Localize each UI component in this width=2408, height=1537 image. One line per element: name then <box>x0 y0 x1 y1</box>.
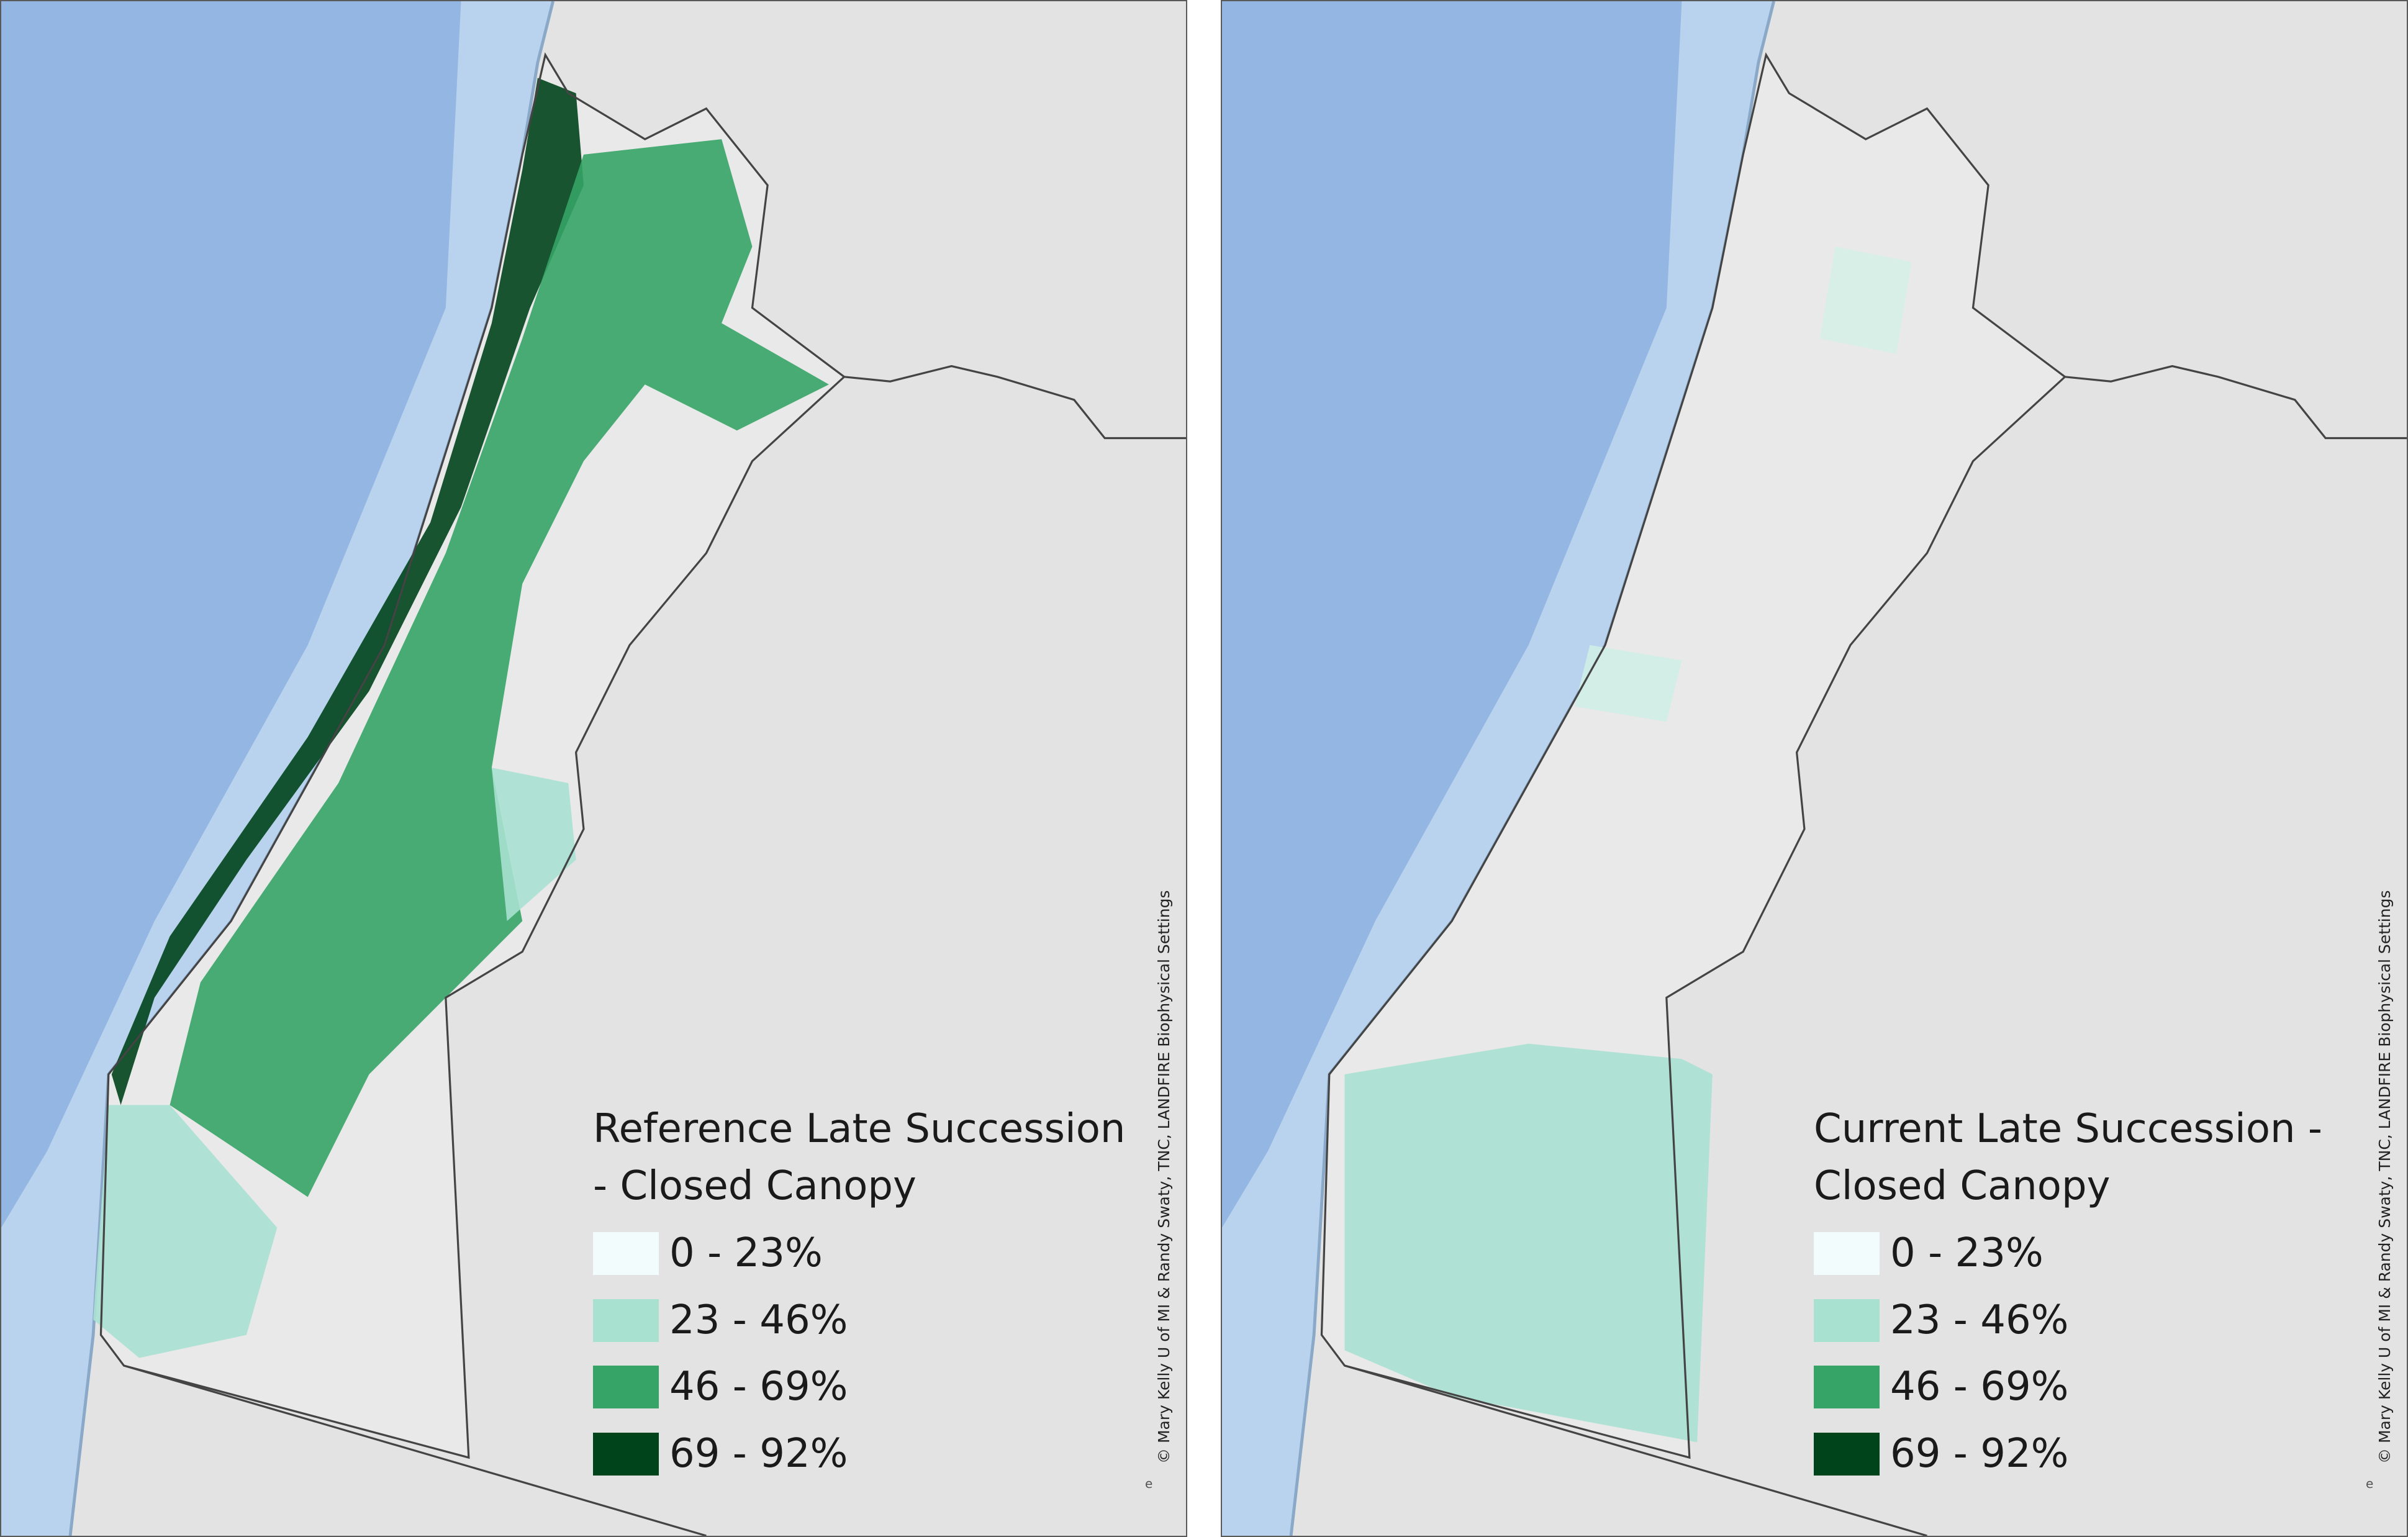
legend-swatch <box>1814 1366 1880 1408</box>
legend-label: 69 - 92% <box>669 1430 848 1477</box>
study-area-outline <box>99 52 846 1459</box>
credit: © Mary Kelly U of MI & Randy Swaty, TNC,… <box>1155 890 1173 1464</box>
legend-label: 46 - 69% <box>669 1364 848 1410</box>
legend-title: Current Late Succession - Closed Canopy <box>1814 1106 2322 1209</box>
legend-label: 23 - 46% <box>1890 1297 2069 1343</box>
canopy-area <box>1344 1043 1713 1443</box>
legend-swatch <box>1814 1299 1880 1342</box>
canopy-area <box>93 1105 278 1358</box>
corner-mark: e <box>1145 1476 1153 1491</box>
legend-label: 69 - 92% <box>1890 1430 2069 1477</box>
map-panel: Reference Late Succession - Closed Canop… <box>0 0 1187 1537</box>
legend-label: 46 - 69% <box>1890 1364 2069 1410</box>
canopy-area <box>111 78 584 1105</box>
canopy-area <box>170 139 829 1197</box>
legend-swatch <box>1814 1232 1880 1275</box>
map <box>1 1 1186 1536</box>
canopy-area <box>1819 246 1912 354</box>
boundary <box>1344 1364 1927 1536</box>
credit: © Mary Kelly U of MI & Randy Swaty, TNC,… <box>2376 890 2394 1464</box>
boundary <box>2065 365 2407 440</box>
legend-title: Reference Late Succession - Closed Canop… <box>593 1106 1126 1209</box>
legend-label: 0 - 23% <box>1890 1230 2044 1276</box>
legend-swatch <box>593 1432 659 1476</box>
legend-swatch <box>593 1232 659 1275</box>
legend-swatch <box>1814 1432 1880 1476</box>
map <box>1222 1 2407 1536</box>
canopy-area <box>491 768 576 922</box>
deep-ocean <box>1222 1 1682 1228</box>
corner-mark: e <box>2366 1476 2374 1491</box>
boundary <box>844 365 1186 440</box>
study-area-outline <box>1320 52 2067 1459</box>
canopy-area <box>1574 645 1682 722</box>
legend-swatch <box>593 1366 659 1408</box>
legend-swatch <box>593 1299 659 1342</box>
legend-label: 0 - 23% <box>669 1230 823 1276</box>
boundary <box>124 1364 707 1536</box>
legend-label: 23 - 46% <box>669 1297 848 1343</box>
deep-ocean <box>1 1 461 1228</box>
map-panel: Current Late Succession - Closed Canopy 0… <box>1221 0 2408 1537</box>
